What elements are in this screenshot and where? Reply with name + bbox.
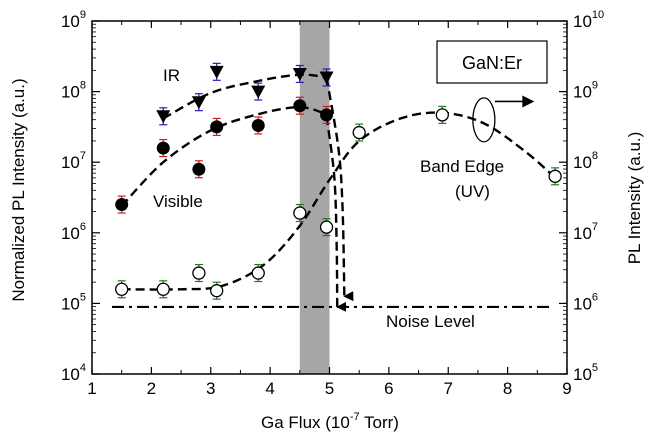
data-point (115, 280, 129, 299)
data-point (115, 195, 129, 214)
ir-drop-arrow (325, 77, 354, 302)
uv-marker (293, 206, 307, 220)
y-left-tick-label: 109 (61, 9, 86, 31)
noise-level-label: Noise Level (386, 312, 475, 331)
visible-marker (210, 120, 224, 134)
ir-marker (191, 96, 206, 110)
x-tick-label: 5 (325, 379, 334, 398)
y-left-tick-label: 108 (61, 80, 86, 102)
data-point (209, 62, 224, 81)
uv-marker (319, 220, 334, 234)
legend-label: GaN:Er (462, 53, 522, 73)
data-point (156, 139, 170, 158)
y-left-tick-label: 104 (61, 362, 86, 384)
visible-label: Visible (153, 192, 203, 211)
x-tick-label: 8 (503, 379, 512, 398)
data-point (251, 116, 265, 135)
visible-marker (115, 198, 129, 212)
data-point (548, 167, 562, 186)
y-right-tick-label: 108 (573, 150, 598, 172)
x-tick-label: 9 (562, 379, 571, 398)
ir-marker (156, 110, 171, 124)
data-point (210, 117, 224, 136)
data-point (192, 160, 206, 179)
uv-marker (192, 266, 206, 280)
data-point (319, 68, 334, 87)
y-right-tick-label: 107 (573, 221, 598, 243)
y-left-tick-label: 106 (61, 221, 86, 243)
visible-drop-arrow (325, 116, 347, 312)
y-right-tick-label: 105 (573, 362, 598, 384)
y-right-tick-label: 106 (573, 291, 598, 313)
uv-label: (UV) (455, 182, 490, 201)
visible-marker (156, 141, 170, 155)
data-point (156, 280, 170, 299)
ir-marker (319, 71, 334, 85)
data-point (292, 64, 307, 84)
uv-marker (156, 282, 170, 296)
data-point (210, 281, 224, 300)
x-tick-label: 3 (206, 379, 215, 398)
legend-box (436, 40, 548, 84)
visible-marker (251, 118, 265, 132)
x-tick-label: 1 (87, 379, 96, 398)
axis-indicator-ellipse (472, 97, 496, 143)
y-left-tick-label: 107 (61, 150, 86, 172)
uv-marker (210, 284, 224, 298)
axis-indicator-arrowhead (522, 95, 535, 108)
y-left-axis-title: Normalized PL Intensity (a.u.) (9, 78, 28, 301)
data-point (192, 263, 206, 283)
data-point (251, 82, 266, 101)
x-tick-label: 4 (265, 379, 274, 398)
visible-marker (320, 108, 334, 122)
ir-marker (209, 65, 224, 79)
x-tick-label: 7 (444, 379, 453, 398)
y-right-axis-title: PL Intensity (a.u.) (625, 132, 644, 265)
data-point (156, 107, 171, 126)
data-point (293, 96, 307, 115)
uv-marker (435, 108, 449, 122)
visible-marker (192, 162, 206, 176)
uv-marker (352, 125, 366, 140)
uv-marker (115, 282, 129, 296)
data-point (320, 105, 334, 124)
y-left-tick-label: 105 (61, 291, 86, 313)
uv-marker (548, 169, 562, 183)
data-point (435, 105, 449, 124)
x-tick-label: 6 (384, 379, 393, 398)
x-axis-title: Ga Flux (10-7 Torr) (261, 411, 399, 432)
data-point (251, 263, 265, 283)
data-point (293, 203, 307, 223)
y-right-tick-label: 1010 (573, 9, 604, 31)
ir-marker (292, 67, 307, 81)
data-point (191, 93, 206, 112)
ir-marker (251, 85, 266, 99)
data-point (319, 218, 334, 237)
x-tick-label: 2 (147, 379, 156, 398)
ir-label: IR (163, 66, 180, 85)
y-right-tick-label: 109 (573, 80, 598, 102)
band-edge-label: Band Edge (420, 157, 504, 176)
visible-marker (293, 99, 307, 113)
uv-trend-curve (121, 111, 556, 291)
data-point (352, 123, 366, 142)
uv-marker (251, 266, 265, 280)
